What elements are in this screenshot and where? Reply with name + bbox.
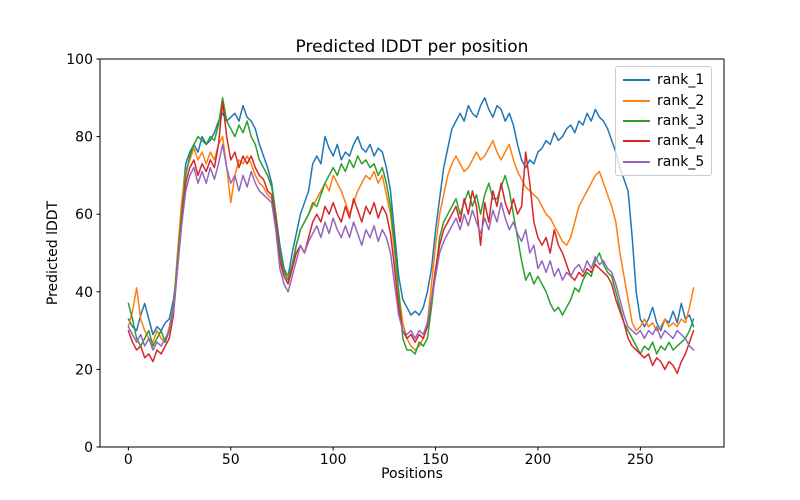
chart-title: Predicted lDDT per position [295,37,529,57]
y-tick-label: 80 [75,130,93,146]
line-rank_1 [127,97,695,336]
x-tick-label: 100 [320,452,347,468]
legend-box: rank_1 rank_2 rank_3 rank_4 rank_5 [615,66,712,176]
legend-line-sample [623,160,650,163]
legend-label: rank_1 [657,72,705,89]
legend-label: rank_4 [657,133,705,150]
y-axis-label: Predicted lDDT [45,200,61,306]
x-tick-label: 200 [525,452,552,468]
y-tick-label: 0 [84,440,93,456]
y-tick-label: 60 [75,207,93,223]
line-rank_2 [127,135,695,351]
legend-line-sample [623,99,650,102]
legend-line-sample [623,79,650,82]
legend-line-sample [623,119,650,122]
legend-label: rank_5 [657,153,705,170]
legend-item-rank_5: rank_5 [623,155,704,169]
x-tick-label: 250 [627,452,654,468]
x-tick-label: 150 [422,452,449,468]
line-rank_5 [127,143,695,351]
x-tick-label: 0 [124,452,133,468]
x-tick-label: 50 [222,452,240,468]
legend-label: rank_3 [657,112,705,129]
legend-item-rank_4: rank_4 [623,134,704,148]
axes-spines [99,58,725,448]
legend-label: rank_2 [657,92,705,109]
legend-line-sample [623,140,650,143]
legend-item-rank_1: rank_1 [623,73,704,87]
y-tick-label: 100 [66,52,93,68]
x-axis-label: Positions [381,466,443,482]
legend-item-rank_3: rank_3 [623,114,704,128]
y-tick-label: 20 [75,362,93,378]
legend-item-rank_2: rank_2 [623,94,704,108]
y-tick-label: 40 [75,285,93,301]
line-rank_4 [127,100,695,375]
line-rank_3 [127,97,695,355]
